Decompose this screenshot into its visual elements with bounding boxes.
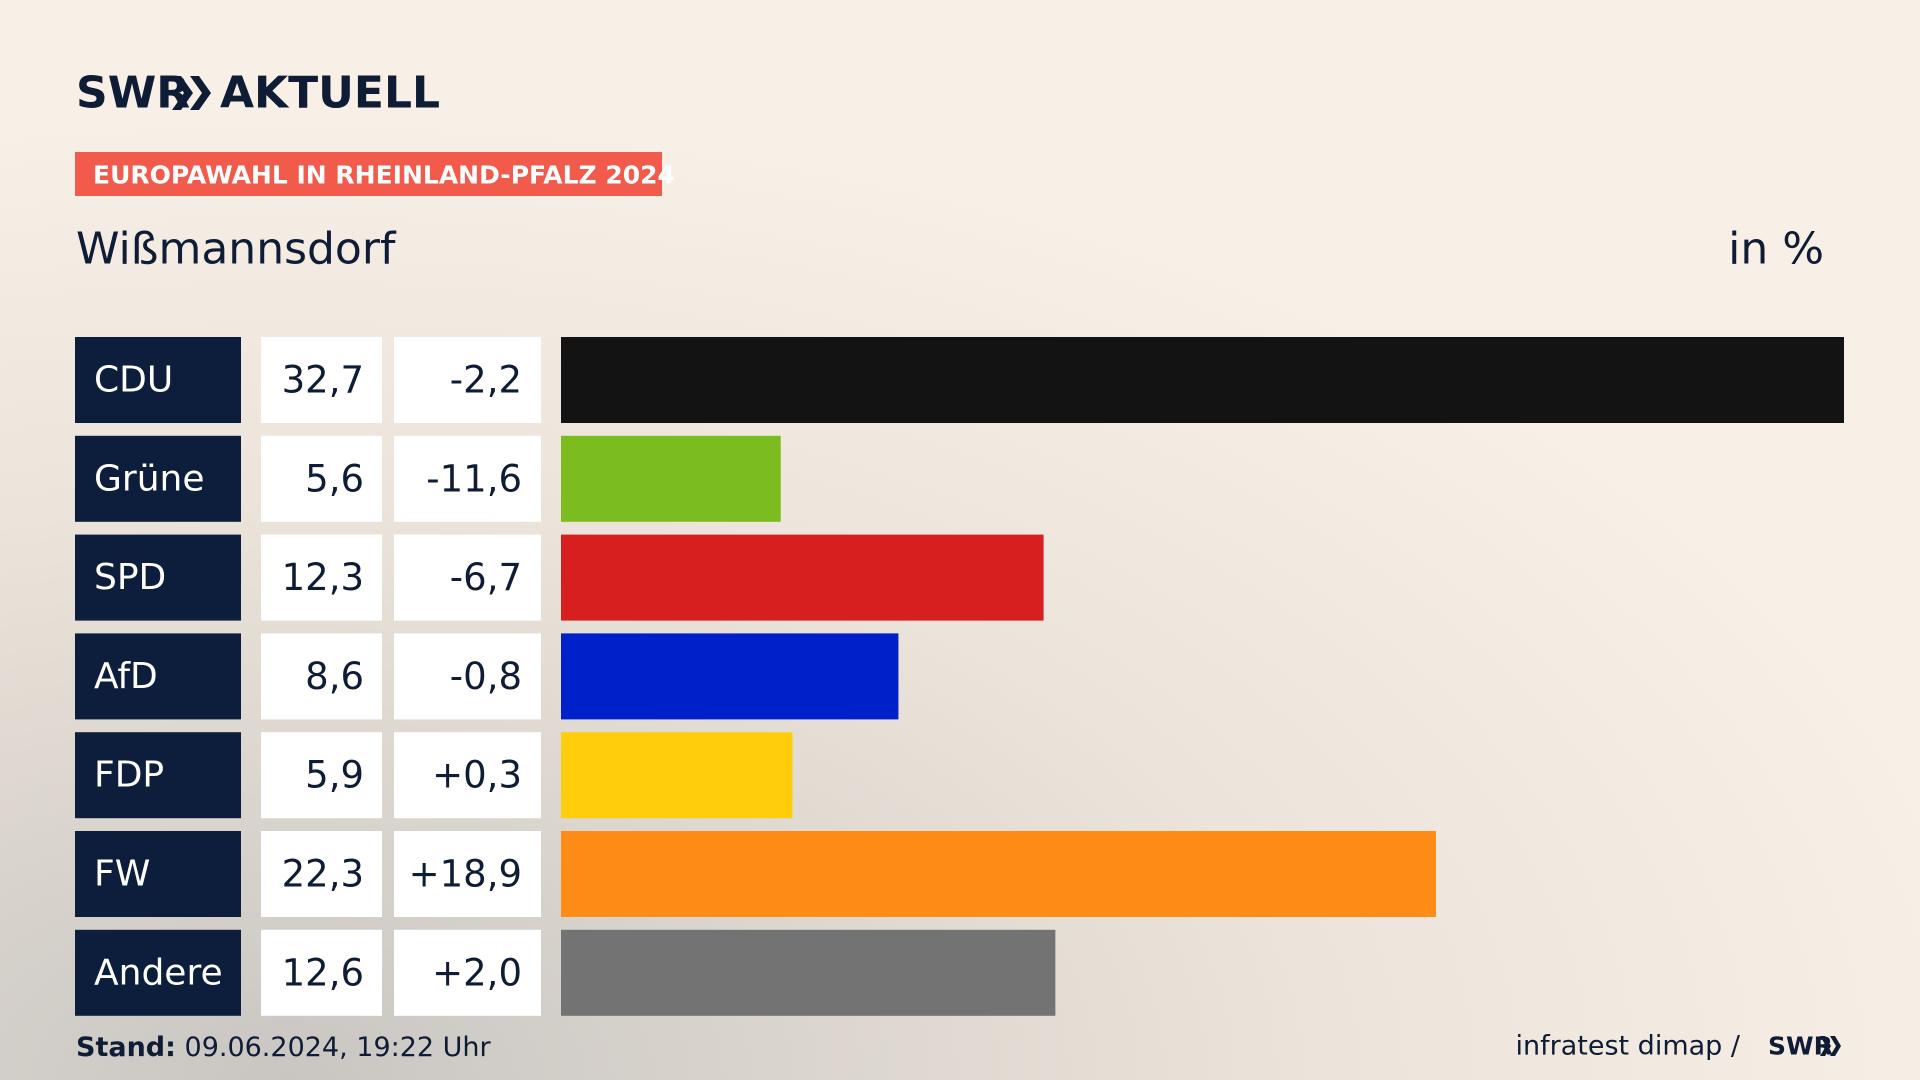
stand: Stand: 09.06.2024, 19:22 Uhr [76,1032,492,1063]
change-box [394,337,541,423]
kicker-badge [75,152,662,196]
value-label: 8,6 [305,655,364,698]
brand: SWR [76,68,190,119]
value-label: 12,3 [282,556,364,599]
stand-label: Stand: [76,1032,176,1063]
party-box [75,831,241,917]
change-label: -2,2 [450,359,522,402]
value-label: 5,9 [305,754,364,797]
change-box [394,732,541,819]
party-box [75,435,241,522]
party-label: Andere [94,952,223,993]
value-label: 5,6 [305,457,364,500]
unit-label: in % [1728,224,1824,275]
change-label: -6,7 [450,556,522,599]
source-chevrons [1820,1036,1841,1056]
party-box [75,337,241,423]
change-label: +18,9 [409,853,522,896]
bar [561,337,1844,423]
value-label: 22,3 [282,853,364,896]
source-brand: SWR [1768,1032,1833,1061]
party-label: SPD [94,557,166,598]
bar [561,929,1056,1016]
chart-title: Wißmannsdorf [76,224,397,275]
value-label: 12,6 [282,951,364,994]
value-box [261,732,382,819]
change-label: +2,0 [432,951,522,994]
kicker: EUROPAWAHL IN RHEINLAND-PFALZ 2024 [93,161,675,190]
value-box [261,534,382,621]
value-box [261,831,382,917]
value-box [261,929,382,1016]
brand-suffix: AKTUELL [220,68,440,119]
party-label: FDP [94,755,164,796]
bar [561,633,899,720]
value-box [261,633,382,720]
source: infratest dimap / [1515,1031,1740,1062]
logo: SWR AKTUELL [76,68,440,119]
value-box [261,337,382,423]
party-box [75,929,241,1016]
change-box [394,831,541,917]
change-box [394,633,541,720]
bar [561,732,793,819]
party-label: CDU [94,360,173,401]
bar [561,435,781,522]
party-box [75,732,241,819]
party-box [75,534,241,621]
change-box [394,435,541,522]
value-label: 32,7 [282,359,364,402]
party-box [75,633,241,720]
change-box [394,534,541,621]
rows: CDU 32,7 -2,2 Grüne 5,6 -11,6 SPD 12,3 -6,7 AfD 8,… [75,337,1844,1016]
bar [561,534,1044,621]
change-label: -0,8 [450,655,522,698]
party-label: FW [94,854,150,895]
chevrons [172,76,211,110]
bar [561,831,1436,917]
change-label: -11,6 [426,457,522,500]
value-box [261,435,382,522]
party-label: Grüne [94,458,204,499]
party-label: AfD [94,656,158,697]
change-label: +0,3 [432,754,522,797]
stand-date: 09.06.2024, 19:22 Uhr [185,1032,492,1063]
change-box [394,929,541,1016]
